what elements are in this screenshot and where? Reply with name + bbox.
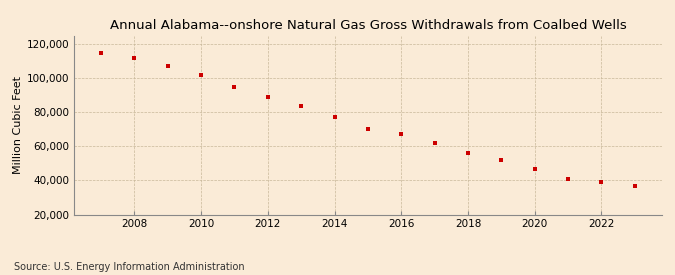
Point [229, 85, 240, 89]
Point [96, 51, 107, 55]
Point [596, 180, 607, 184]
Point [429, 141, 440, 145]
Point [296, 103, 306, 108]
Point [263, 95, 273, 99]
Point [362, 127, 373, 131]
Point [196, 73, 207, 77]
Point [162, 64, 173, 68]
Text: Source: U.S. Energy Information Administration: Source: U.S. Energy Information Administ… [14, 262, 244, 272]
Point [629, 183, 640, 188]
Point [396, 132, 406, 137]
Y-axis label: Million Cubic Feet: Million Cubic Feet [13, 76, 22, 174]
Point [496, 158, 507, 162]
Point [462, 151, 473, 155]
Point [529, 166, 540, 171]
Title: Annual Alabama--onshore Natural Gas Gross Withdrawals from Coalbed Wells: Annual Alabama--onshore Natural Gas Gros… [109, 19, 626, 32]
Point [563, 177, 574, 181]
Point [129, 56, 140, 60]
Point [329, 115, 340, 120]
